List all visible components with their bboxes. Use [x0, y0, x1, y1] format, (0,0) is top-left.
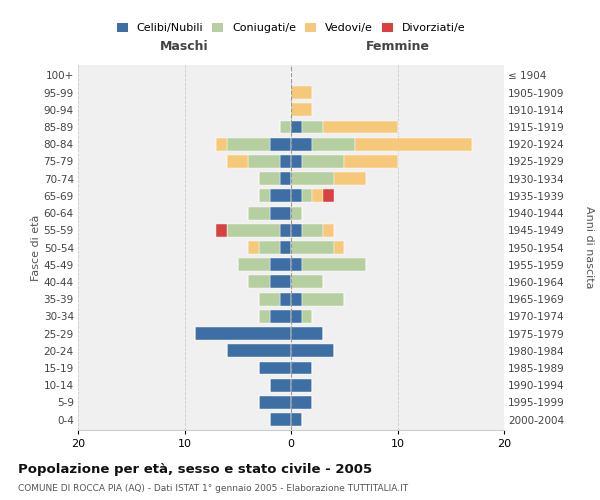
Bar [280, 292, 291, 306]
Bar [227, 344, 291, 358]
Bar [291, 241, 334, 254]
Bar [259, 241, 280, 254]
Bar [291, 258, 302, 271]
Bar [291, 224, 302, 236]
Bar [248, 206, 270, 220]
Bar [248, 241, 259, 254]
Bar [291, 206, 302, 220]
Text: Femmine: Femmine [365, 40, 430, 53]
Bar [323, 224, 334, 236]
Text: Maschi: Maschi [160, 40, 209, 53]
Bar [344, 155, 398, 168]
Text: COMUNE DI ROCCA PIA (AQ) - Dati ISTAT 1° gennaio 2005 - Elaborazione TUTTITALIA.: COMUNE DI ROCCA PIA (AQ) - Dati ISTAT 1°… [18, 484, 408, 493]
Bar [291, 413, 302, 426]
Bar [291, 172, 334, 185]
Bar [291, 310, 302, 323]
Bar [227, 138, 270, 150]
Bar [334, 172, 365, 185]
Bar [291, 138, 313, 150]
Bar [355, 138, 472, 150]
Bar [259, 292, 280, 306]
Bar [259, 190, 270, 202]
Bar [291, 362, 313, 374]
Bar [291, 276, 323, 288]
Bar [280, 172, 291, 185]
Bar [291, 155, 302, 168]
Bar [302, 224, 323, 236]
Bar [248, 276, 270, 288]
Bar [302, 155, 344, 168]
Bar [280, 155, 291, 168]
Bar [270, 138, 291, 150]
Bar [270, 258, 291, 271]
Bar [291, 379, 313, 392]
Bar [291, 86, 313, 99]
Y-axis label: Fasce di età: Fasce di età [31, 214, 41, 280]
Bar [238, 258, 270, 271]
Y-axis label: Anni di nascita: Anni di nascita [584, 206, 595, 289]
Bar [195, 327, 291, 340]
Bar [302, 258, 365, 271]
Bar [259, 362, 291, 374]
Legend: Celibi/Nubili, Coniugati/e, Vedovi/e, Divorziati/e: Celibi/Nubili, Coniugati/e, Vedovi/e, Di… [113, 20, 469, 36]
Bar [291, 327, 323, 340]
Bar [323, 120, 398, 134]
Bar [217, 224, 227, 236]
Bar [302, 292, 344, 306]
Bar [302, 310, 312, 323]
Bar [217, 138, 227, 150]
Bar [313, 138, 355, 150]
Bar [291, 344, 334, 358]
Bar [280, 120, 291, 134]
Bar [280, 224, 291, 236]
Bar [270, 379, 291, 392]
Bar [270, 413, 291, 426]
Bar [227, 224, 280, 236]
Bar [259, 310, 270, 323]
Bar [227, 155, 248, 168]
Bar [270, 276, 291, 288]
Bar [323, 190, 334, 202]
Bar [259, 172, 280, 185]
Bar [302, 120, 323, 134]
Bar [248, 155, 280, 168]
Bar [270, 190, 291, 202]
Bar [291, 120, 302, 134]
Bar [291, 104, 313, 116]
Bar [270, 310, 291, 323]
Bar [291, 396, 313, 409]
Bar [291, 190, 302, 202]
Bar [280, 241, 291, 254]
Bar [291, 292, 302, 306]
Bar [259, 396, 291, 409]
Bar [270, 206, 291, 220]
Bar [334, 241, 344, 254]
Text: Popolazione per età, sesso e stato civile - 2005: Popolazione per età, sesso e stato civil… [18, 462, 372, 475]
Bar [302, 190, 312, 202]
Bar [313, 190, 323, 202]
